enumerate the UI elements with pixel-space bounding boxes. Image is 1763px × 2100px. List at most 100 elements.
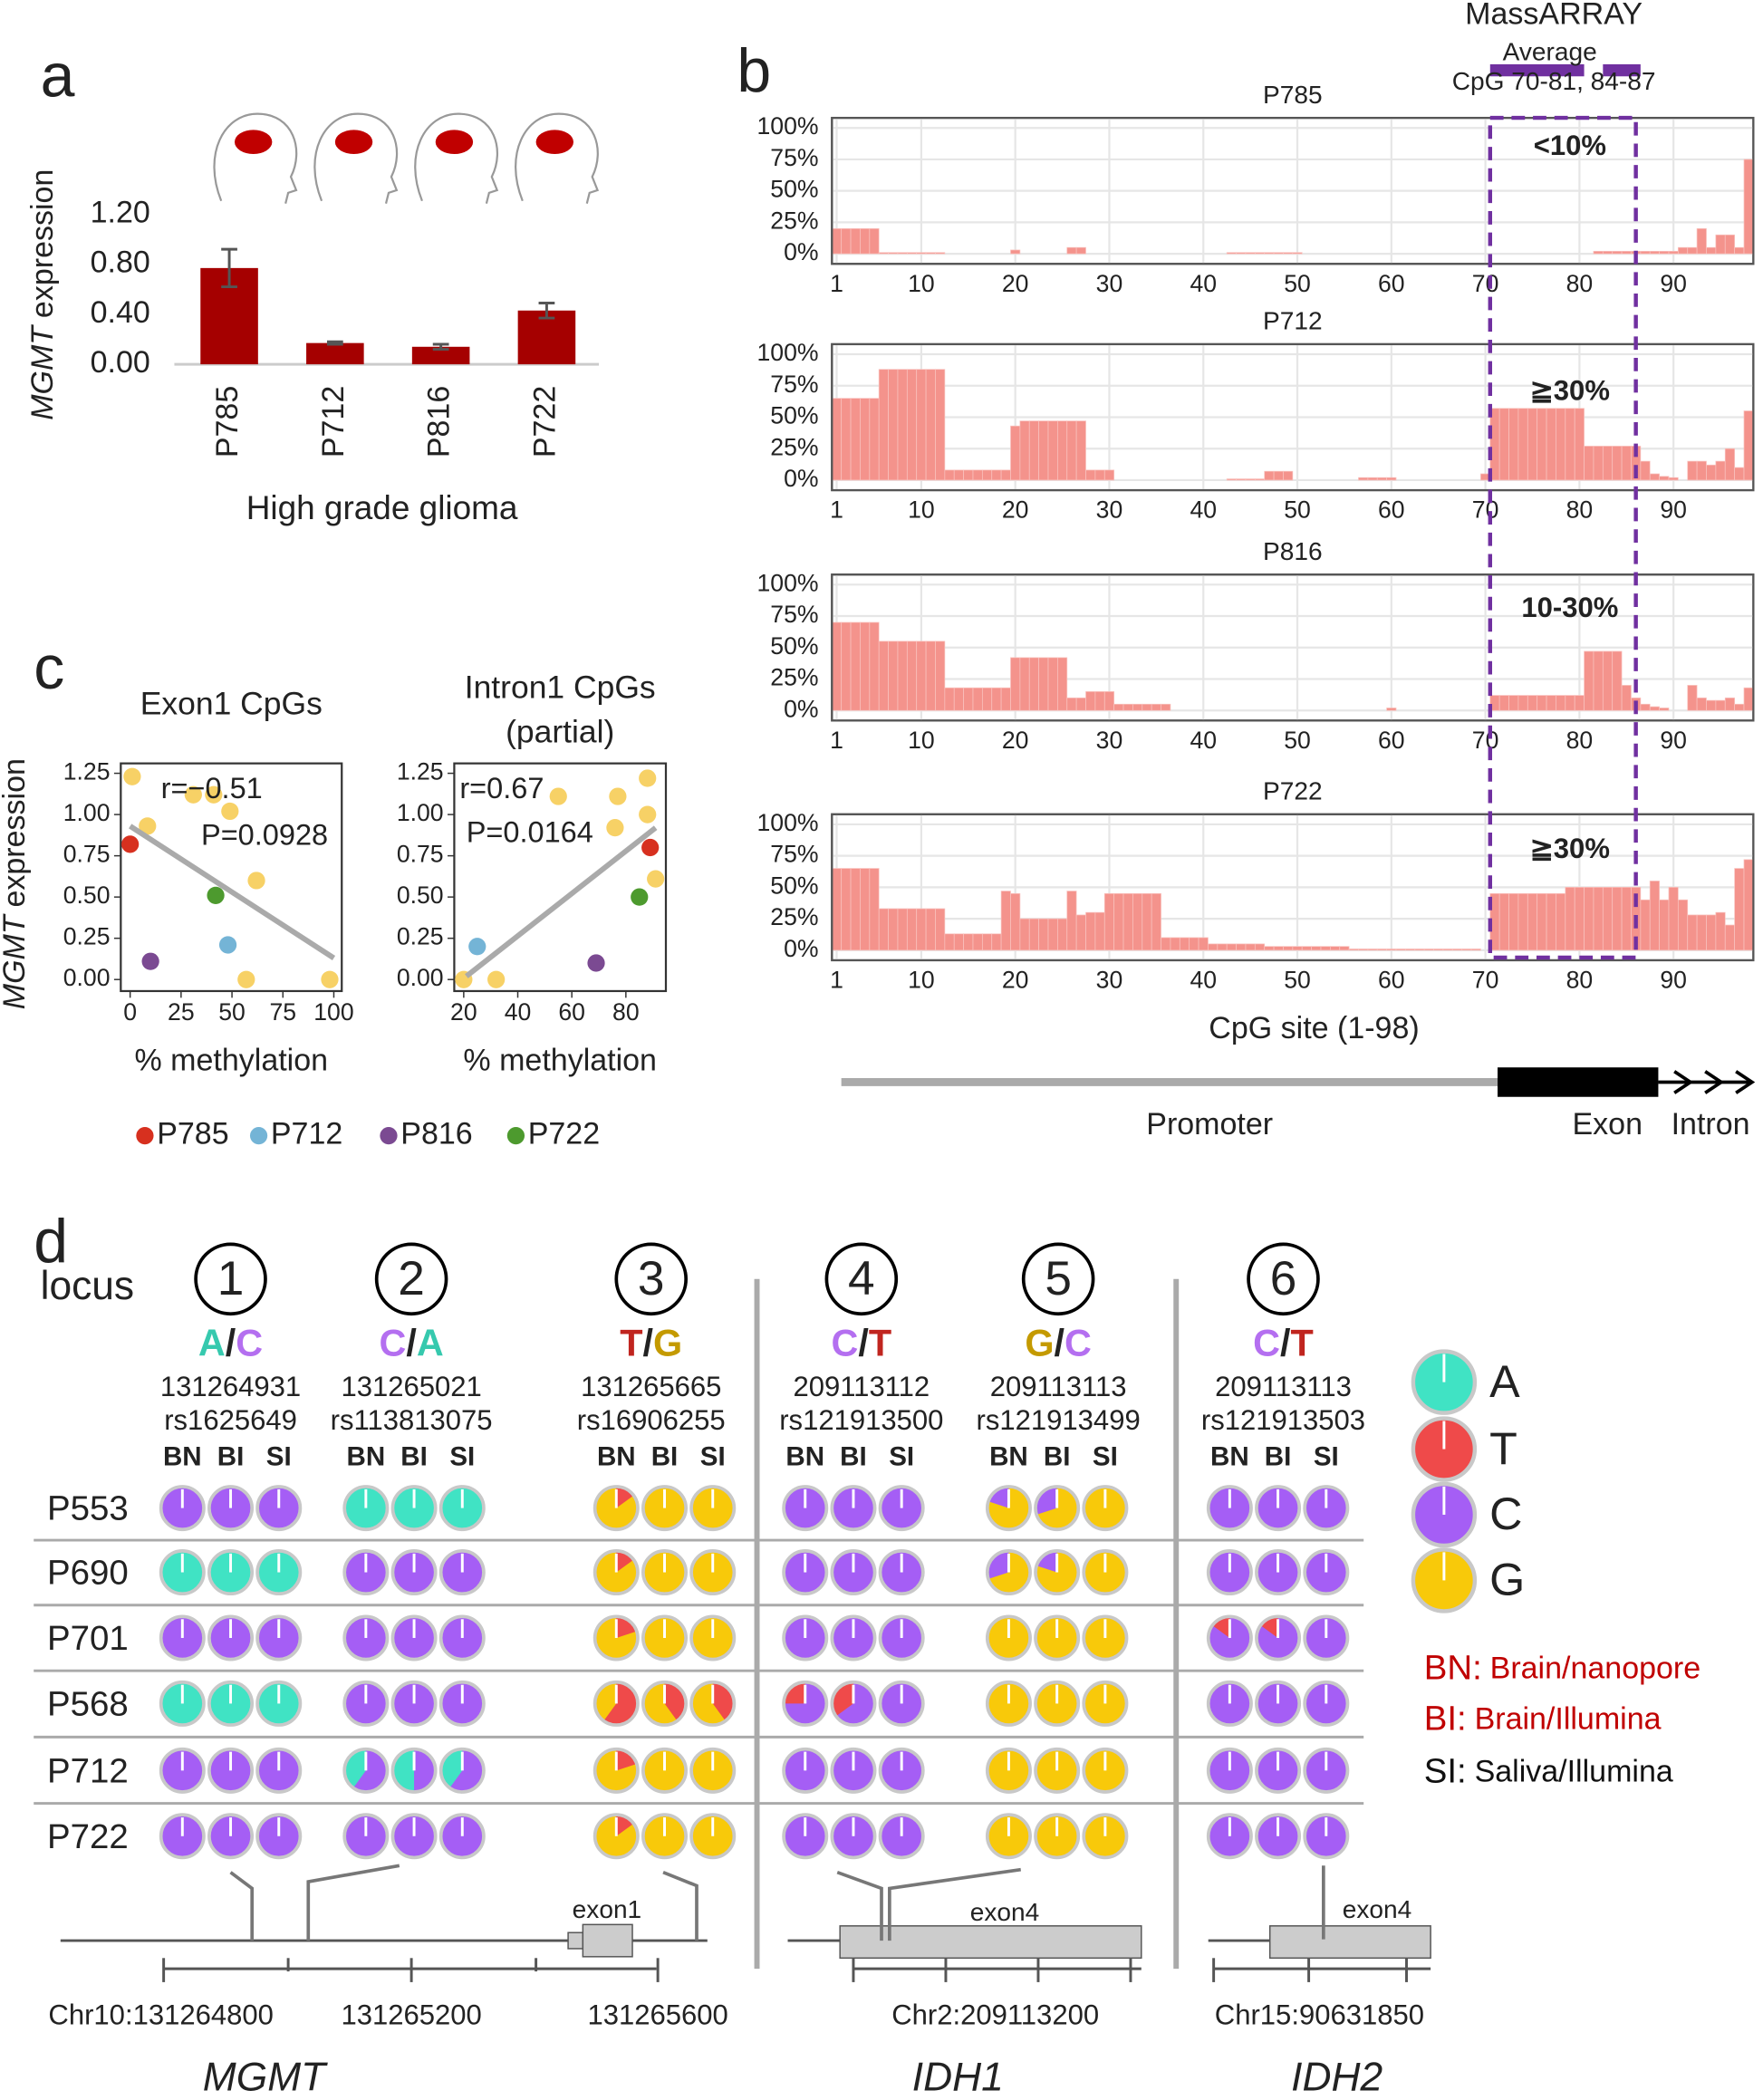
- bar: [1094, 691, 1105, 711]
- bar: [1498, 408, 1509, 481]
- point: [639, 769, 657, 787]
- bar: [1508, 408, 1519, 481]
- pie-outline: [985, 1614, 1032, 1662]
- rsid: rs121913500: [779, 1404, 943, 1436]
- x-tick-label: P712: [316, 386, 351, 458]
- pie-outline: [985, 1747, 1032, 1794]
- allele-separator: /: [406, 1323, 417, 1364]
- bar: [916, 369, 927, 481]
- x-tick-label: 75: [269, 998, 296, 1026]
- y-tick-label: 100%: [756, 569, 818, 596]
- pie-outline: [255, 1614, 303, 1662]
- pie-outline: [1303, 1614, 1350, 1662]
- x-tick-label: 10: [908, 496, 935, 524]
- pie-outline: [641, 1549, 689, 1596]
- allele: T: [869, 1323, 891, 1364]
- x-tick-label: 30: [1096, 967, 1123, 994]
- point: [184, 785, 202, 804]
- pie-outline: [207, 1747, 255, 1794]
- pie-slice: [352, 1748, 388, 1792]
- allele: C: [831, 1323, 858, 1364]
- x-tick-label: 10: [908, 727, 935, 754]
- bar: [1715, 460, 1726, 481]
- bar: [1273, 252, 1284, 255]
- gene-name: IDH1: [912, 2056, 1004, 2100]
- bar: [1537, 695, 1547, 711]
- snp-connector: [662, 1870, 698, 1941]
- annotation: ≧30%: [1530, 833, 1610, 864]
- x-tick-label: 0: [123, 998, 137, 1026]
- bar: [916, 252, 927, 255]
- legend-base: T: [1489, 1423, 1517, 1474]
- pie-outline: [1082, 1747, 1129, 1794]
- bar: [1245, 943, 1256, 951]
- column-header: BN: [989, 1442, 1028, 1472]
- y-tick-label: 25%: [770, 207, 818, 234]
- region-bar: [1489, 63, 1585, 77]
- pie-outline: [782, 1549, 829, 1596]
- pie-outline: [255, 1680, 303, 1727]
- bar: [1075, 246, 1086, 255]
- bar: [1208, 943, 1219, 951]
- bar: [1151, 892, 1161, 951]
- point: [205, 785, 223, 804]
- alleles: C/T: [1253, 1323, 1314, 1364]
- bar: [1283, 946, 1294, 951]
- pie-outline: [1255, 1747, 1302, 1794]
- bar: [1724, 924, 1735, 951]
- bar: [935, 369, 946, 481]
- x-tick-label: 50: [1284, 727, 1311, 754]
- pie-outline: [159, 1813, 206, 1860]
- pie-outline: [878, 1747, 925, 1794]
- allele-separator: /: [226, 1323, 236, 1364]
- bar: [925, 641, 936, 711]
- locus-circle: [824, 1242, 899, 1316]
- facet-border: [831, 116, 1755, 265]
- bar: [1621, 685, 1632, 711]
- bar: [1517, 408, 1528, 481]
- panel-label: c: [34, 633, 64, 702]
- bar: [888, 908, 899, 951]
- legend-base: A: [1489, 1356, 1520, 1407]
- bar: [1498, 695, 1509, 711]
- pie-outline: [438, 1614, 486, 1662]
- bar: [1640, 899, 1651, 951]
- bar: [1236, 478, 1247, 481]
- position: 209113112: [793, 1371, 930, 1402]
- pie-outline: [1255, 1680, 1302, 1727]
- allele: C: [1065, 1323, 1092, 1364]
- bar: [1038, 657, 1049, 711]
- legend-key: BI: Brain/Illumina: [1424, 1700, 1662, 1739]
- pie-outline: [438, 1549, 486, 1596]
- pie-outline: [438, 1813, 486, 1860]
- pie-outline: [985, 1680, 1032, 1727]
- sample-label: P553: [47, 1489, 129, 1528]
- bar: [1292, 252, 1303, 255]
- bar: [1706, 246, 1717, 255]
- fit-line: [465, 825, 658, 978]
- bar: [1687, 914, 1698, 951]
- pie-outline: [830, 1747, 877, 1794]
- region-bar: [1603, 63, 1641, 77]
- pie-outline: [1034, 1813, 1081, 1860]
- pie-outline: [1034, 1747, 1081, 1794]
- bar: [1019, 657, 1030, 711]
- pie-outline: [342, 1485, 390, 1532]
- point: [606, 819, 624, 837]
- bar: [1621, 250, 1632, 255]
- bar: [1245, 478, 1256, 481]
- x-tick-label: 20: [1002, 270, 1029, 297]
- intron-arrow: [1673, 1070, 1694, 1094]
- pie-outline: [782, 1747, 829, 1794]
- pie-outline: [255, 1549, 303, 1596]
- x-tick-label: 50: [1284, 270, 1311, 297]
- bar: [1273, 470, 1284, 481]
- bar: [1612, 887, 1623, 951]
- position: 131265021: [341, 1371, 481, 1402]
- bar: [1047, 420, 1058, 481]
- bar: [1179, 937, 1190, 951]
- y-tick-label: 0%: [784, 935, 818, 962]
- pie-outline: [782, 1485, 829, 1532]
- brain-icon: [535, 130, 573, 155]
- point: [321, 970, 339, 988]
